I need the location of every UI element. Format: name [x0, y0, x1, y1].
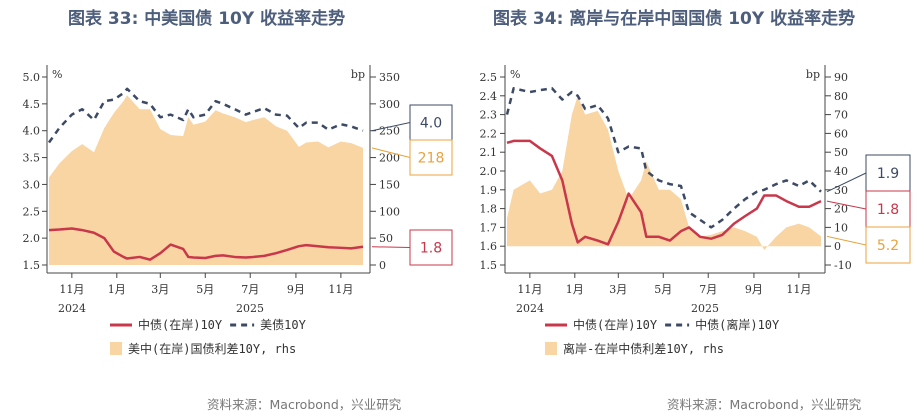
chart34-title: 图表 34: 离岸与在岸中国国债 10Y 收益率走势: [493, 9, 856, 29]
chart0-xtick-label: 7月: [241, 283, 259, 296]
chart1-xtick-label: 5月: [654, 283, 672, 296]
chart0-callout-spread: [409, 139, 453, 176]
chart1-series-0-line: [506, 139, 822, 246]
chart0-y2tick-label: 150: [379, 178, 400, 191]
chart0-callout-onshore-value: 1.8: [420, 241, 442, 257]
chart0-right-unit: bp: [351, 68, 365, 81]
chart1-ytick-label: 1.6: [480, 240, 498, 253]
chart1-left-unit: %: [510, 68, 520, 81]
chart0-legend-dash-label: 美债10Y: [260, 318, 306, 332]
chart0-y2tick-label: 100: [379, 205, 400, 218]
chart0-callout-us-pointer: [371, 122, 411, 132]
chart1-xtick-label: 9月: [745, 283, 763, 296]
chart0-callout-us: [409, 104, 453, 141]
chart1-legend-spread-swatch: [545, 342, 557, 355]
chart0-xtick-label: 3月: [151, 283, 169, 296]
chart0-callout-us-value: 4.0: [420, 116, 442, 132]
chart1-y2tick-label: 40: [834, 165, 848, 178]
chart33-title: 图表 33: 中美国债 10Y 收益率走势: [68, 9, 346, 29]
chart0-callout-spread-value: 218: [418, 151, 445, 167]
chart0-y2tick-label: 0: [379, 259, 386, 272]
chart0-legend-spread-swatch: [110, 342, 122, 355]
chart1-y2tick-label: 20: [834, 203, 848, 216]
chart1-callout-onshore-value: 1.8: [877, 202, 899, 218]
chart1-y2tick-label: 30: [834, 184, 848, 197]
chart0-callout-onshore: [409, 229, 453, 266]
chart1-ytick-label: 2.3: [480, 109, 498, 122]
chart1-y2tick-label: 80: [834, 90, 848, 103]
chart1-legend-onshore-label: 中债(在岸)10Y: [573, 317, 658, 332]
chart33-source: 资料来源：Macrobond，兴业研究: [207, 397, 402, 412]
chart0-spread-area: [49, 95, 363, 266]
chart1-spread-area: [507, 95, 821, 250]
chart1-callout-spread-value: 5.2: [877, 238, 899, 254]
chart1-callout-onshore-pointer: [826, 200, 867, 210]
chart0-y2tick-label: 300: [379, 98, 400, 111]
chart1-right-unit: bp: [806, 68, 820, 81]
chart0-ytick-label: 5.0: [23, 71, 41, 84]
chart0-xtick-label: 1月: [108, 283, 126, 296]
chart1-year-label: 2025: [691, 302, 719, 315]
chart1-series-1-line: [505, 87, 822, 229]
chart1-y2tick-label: 70: [834, 109, 848, 122]
chart0-ytick-label: 4.5: [23, 98, 41, 111]
chart0-ytick-label: 3.0: [23, 178, 41, 191]
chart1-y2tick-label: 10: [834, 221, 848, 234]
chart1-y2tick-label: -10: [834, 259, 852, 272]
chart0-y2tick-label: 350: [379, 71, 400, 84]
chart1-y2tick-label: 90: [834, 71, 848, 84]
chart1-y2tick-label: 50: [834, 146, 848, 159]
chart0-ytick-label: 2.5: [23, 205, 41, 218]
chart0-series-0-line: [48, 227, 364, 261]
chart1-xtick-label: 1月: [566, 283, 584, 296]
chart0-y2tick-label: 200: [379, 152, 400, 165]
chart1-callout-offshore-pointer: [826, 172, 867, 193]
chart0-xtick-label: 11月: [59, 283, 84, 296]
chart0-legend-onshore-label: 中债(在岸)10Y: [138, 317, 223, 332]
chart0-legend-spread-label: 美中(在岸)国债利差10Y, rhs: [128, 341, 296, 356]
chart1-ytick-label: 1.7: [480, 221, 498, 234]
chart0-ytick-label: 3.5: [23, 152, 41, 165]
chart1-ytick-label: 2.1: [480, 146, 498, 159]
chart0-ytick-label: 1.5: [23, 259, 41, 272]
chart0-xtick-label: 9月: [287, 283, 305, 296]
chart0-xtick-label: 5月: [196, 283, 214, 296]
chart1-ytick-label: 1.5: [480, 259, 498, 272]
chart1-ytick-label: 1.9: [480, 184, 498, 197]
chart34-source: 资料来源：Macrobond，兴业研究: [667, 397, 862, 412]
chart1-ytick-label: 1.8: [480, 203, 498, 216]
chart0-callout-spread-pointer: [371, 147, 411, 158]
chart0-year-label: 2024: [58, 302, 86, 315]
chart1-callout-onshore: [865, 190, 911, 228]
chart1-ytick-label: 2.2: [480, 127, 498, 140]
chart0-year-label: 2025: [236, 302, 264, 315]
chart0-callout-onshore-pointer: [371, 246, 411, 248]
chart0-xtick-label: 11月: [328, 283, 353, 296]
chart1-xtick-label: 3月: [609, 283, 627, 296]
chart1-y2tick-label: 0: [834, 240, 841, 253]
chart1-legend-dash-label: 中债(离岸)10Y: [695, 317, 780, 332]
chart1-callout-offshore-value: 1.9: [877, 166, 899, 182]
chart1-xtick-label: 7月: [699, 283, 717, 296]
chart0-y2tick-label: 50: [379, 232, 393, 245]
chart1-year-label: 2024: [516, 302, 544, 315]
chart1-ytick-label: 2.5: [480, 71, 498, 84]
chart1-callout-spread-pointer: [826, 235, 867, 246]
chart0-series-1-line: [47, 87, 364, 144]
chart1-callout-spread: [865, 226, 911, 264]
chart1-y2tick-label: 60: [834, 127, 848, 140]
chart1-ytick-label: 2.0: [480, 165, 498, 178]
chart1-xtick-label: 11月: [786, 283, 811, 296]
chart0-left-unit: %: [52, 68, 62, 81]
chart0-ytick-label: 4.0: [23, 125, 41, 138]
chart1-xtick-label: 11月: [517, 283, 542, 296]
chart0-ytick-label: 2.0: [23, 232, 41, 245]
chart1-legend-spread-label: 离岸-在岸中债利差10Y, rhs: [563, 341, 724, 356]
chart1-ytick-label: 2.4: [480, 90, 498, 103]
